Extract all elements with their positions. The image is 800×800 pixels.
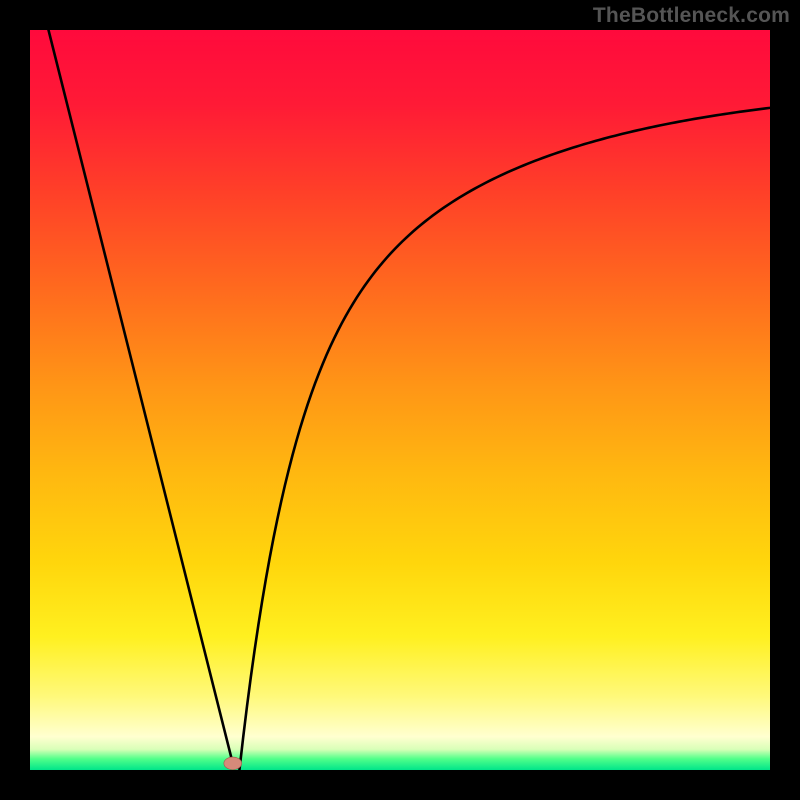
minimum-marker [224,757,242,770]
bottleneck-curve-chart [30,30,770,770]
plot-area [30,30,770,770]
watermark-text: TheBottleneck.com [593,4,790,28]
chart-frame: TheBottleneck.com [0,0,800,800]
